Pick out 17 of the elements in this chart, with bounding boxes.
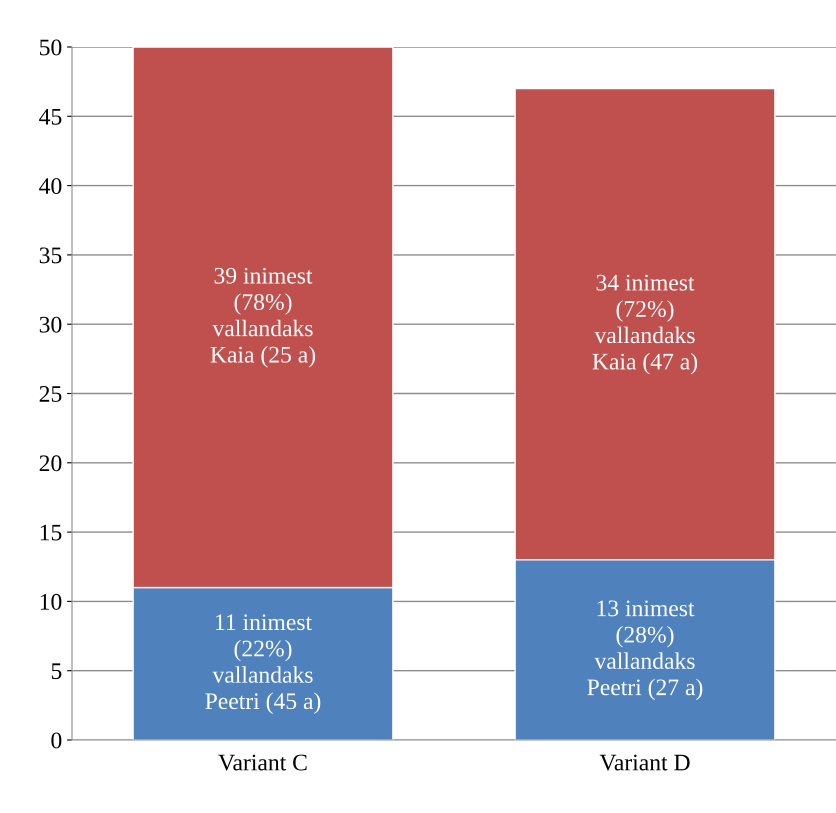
y-tick-label: 10 [40,594,62,610]
data-label: 11 inimest (22%) vallandaks Peetri (45 a) [205,614,320,714]
y-tick-label: 40 [39,178,62,194]
y-tick-label: 45 [39,108,62,125]
y-tick-label: 30 [40,316,62,333]
y-tick-label: 50 [40,39,62,56]
data-label: 34 inimest (72%) vallandaks Kaia (47 a) [592,274,698,374]
y-tick-label: 15 [40,524,62,541]
x-tick-label: Variant D [600,754,690,771]
data-label: 39 inimest (78%) vallandaks Kaia (25 a) [210,268,316,368]
y-tick-label: 20 [40,455,62,472]
x-tick-label: Variant C [218,754,307,771]
y-tick-label: 0 [51,732,62,748]
y-tick-label: 35 [40,247,62,264]
y-tick-label: 5 [52,663,62,680]
y-tick-label: 25 [40,386,62,402]
data-label: 13 inimest (28%) vallandaks Peetri (27 a) [587,600,702,700]
